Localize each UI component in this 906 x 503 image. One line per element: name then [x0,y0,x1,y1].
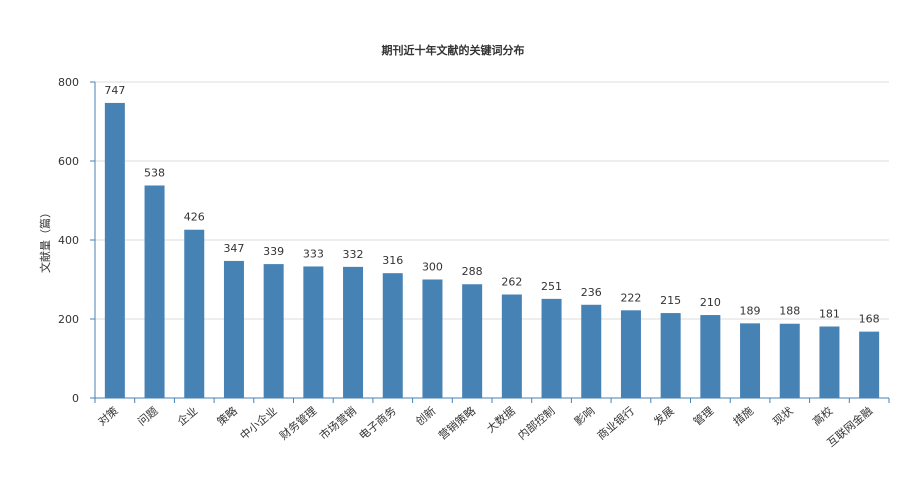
data-label: 316 [382,254,403,267]
x-tick-label: 对策 [95,404,121,429]
bar [144,185,165,398]
y-tick-label: 800 [58,76,79,89]
data-label: 215 [660,294,681,307]
y-tick-label: 600 [58,155,79,168]
x-tick-label: 问题 [135,404,160,428]
data-label: 188 [779,305,800,318]
data-label: 332 [343,248,364,261]
y-tick-labels: 0 200 400 600 800 [58,76,79,405]
data-label: 210 [700,296,721,309]
data-label: 251 [541,280,562,293]
data-label: 189 [740,304,761,317]
bar [343,266,364,398]
y-tick-label: 0 [72,392,79,405]
bar [382,273,403,398]
data-label: 426 [184,211,205,224]
x-tick-label: 管理 [690,404,716,429]
bar [620,310,641,398]
chart-title: 期刊近十年文献的关键词分布 [381,44,525,57]
data-label: 181 [819,308,840,321]
bar [541,298,562,398]
bar [779,323,800,398]
bars [94,102,890,403]
data-label: 538 [144,166,165,179]
axes [94,82,889,399]
data-label: 262 [501,276,522,289]
bar [819,326,840,398]
y-tick-label: 400 [58,234,79,247]
data-label: 339 [263,245,284,258]
x-tick-label: 措施 [730,404,756,429]
x-tick-label: 营销策略 [435,404,478,443]
data-label: 168 [859,313,880,326]
data-label: 347 [223,242,244,255]
x-tick-label: 大数据 [483,404,517,436]
data-label: 222 [620,291,641,304]
data-label: 236 [581,286,602,299]
bar [462,284,483,398]
x-tick-label: 电子商务 [356,404,399,443]
x-tick-label: 财务管理 [277,404,320,443]
data-label: 300 [422,261,443,274]
y-axis-title: 文献量（篇） [38,207,52,273]
gridlines [90,81,889,399]
bar [660,313,681,398]
data-label: 288 [462,265,483,278]
x-tick-label: 企业 [174,404,200,429]
bar [740,323,761,398]
bar [184,229,205,398]
x-tick-label: 市场营销 [316,404,359,443]
x-tick-label: 影响 [572,404,597,428]
data-label: 747 [104,84,125,97]
x-tick-label: 中小企业 [237,404,280,443]
x-tick-label: 创新 [413,404,439,429]
x-tick-label: 策略 [214,404,240,429]
bar [501,294,522,398]
x-tick-label: 发展 [651,404,677,429]
x-tick-label: 商业银行 [594,404,637,443]
bar [422,279,443,398]
data-labels: 747 538 426 347 339 333 332 316 300 288 262 251 236 2… [104,84,879,326]
bar [859,331,880,398]
x-tick-label: 高校 [810,404,836,429]
bar [104,102,125,398]
bar [700,315,721,398]
bar [223,260,244,398]
x-tick-label: 现状 [770,404,796,429]
bar [303,266,324,398]
data-label: 333 [303,247,324,260]
bar [581,304,602,398]
y-tick-label: 200 [58,313,79,326]
x-tick-label: 内部控制 [515,404,558,443]
bar [263,264,284,398]
